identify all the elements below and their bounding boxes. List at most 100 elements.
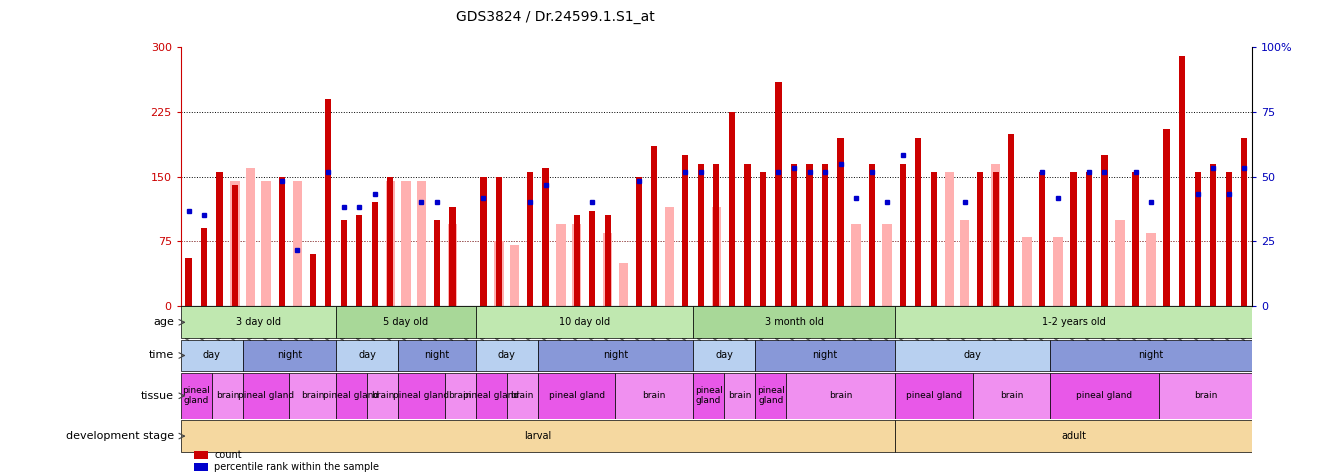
Bar [869, 164, 874, 306]
Bar [759, 172, 766, 306]
Bar [495, 177, 502, 306]
FancyBboxPatch shape [972, 373, 1050, 419]
Bar [372, 202, 378, 306]
Bar [619, 263, 628, 306]
Text: brain: brain [643, 392, 665, 400]
FancyBboxPatch shape [694, 306, 894, 338]
Bar [605, 215, 611, 306]
FancyBboxPatch shape [445, 373, 475, 419]
Bar [1022, 237, 1031, 306]
Text: night: night [1138, 350, 1164, 361]
FancyBboxPatch shape [475, 306, 694, 338]
Bar [573, 215, 580, 306]
Bar [728, 112, 735, 306]
FancyBboxPatch shape [894, 339, 1050, 372]
Text: 1-2 years old: 1-2 years old [1042, 317, 1105, 328]
Text: brain: brain [1000, 392, 1023, 400]
Bar [325, 99, 331, 306]
Text: night: night [603, 350, 628, 361]
Bar [991, 164, 1000, 306]
Bar [1102, 155, 1107, 306]
Bar [992, 172, 999, 306]
Bar [1008, 134, 1015, 306]
Bar [542, 168, 549, 306]
Text: day: day [498, 350, 516, 361]
Bar [1115, 219, 1125, 306]
Text: brain: brain [371, 392, 394, 400]
FancyBboxPatch shape [538, 339, 694, 372]
Text: time: time [149, 350, 174, 361]
Bar [712, 207, 720, 306]
Bar [201, 228, 208, 306]
Bar [822, 164, 828, 306]
FancyBboxPatch shape [181, 339, 242, 372]
Bar [744, 164, 751, 306]
Text: brain: brain [301, 392, 324, 400]
FancyBboxPatch shape [367, 373, 398, 419]
Text: 3 month old: 3 month old [765, 317, 823, 328]
Text: day: day [964, 350, 981, 361]
Bar [915, 138, 921, 306]
Text: day: day [204, 350, 221, 361]
Bar [232, 185, 238, 306]
Text: 3 day old: 3 day old [236, 317, 281, 328]
Bar [387, 177, 394, 306]
FancyBboxPatch shape [289, 373, 336, 419]
FancyBboxPatch shape [616, 373, 694, 419]
Bar [279, 177, 285, 306]
Bar [882, 224, 892, 306]
Text: brain: brain [449, 392, 471, 400]
Bar [402, 181, 411, 306]
Text: brain: brain [216, 392, 240, 400]
FancyBboxPatch shape [336, 339, 398, 372]
Text: percentile rank within the sample: percentile rank within the sample [214, 462, 379, 472]
Bar [900, 164, 905, 306]
Bar [309, 254, 316, 306]
FancyBboxPatch shape [181, 373, 212, 419]
Bar [806, 164, 813, 306]
Bar [1133, 172, 1138, 306]
Bar [714, 164, 719, 306]
Bar [698, 164, 704, 306]
FancyBboxPatch shape [694, 339, 755, 372]
Bar [450, 207, 455, 306]
Bar [447, 224, 457, 306]
FancyBboxPatch shape [894, 420, 1252, 452]
Bar [636, 177, 641, 306]
Bar [481, 177, 486, 306]
FancyBboxPatch shape [755, 373, 786, 419]
Bar [1054, 237, 1063, 306]
Bar [665, 207, 675, 306]
Text: brain: brain [829, 392, 852, 400]
FancyBboxPatch shape [475, 373, 506, 419]
Text: GDS3824 / Dr.24599.1.S1_at: GDS3824 / Dr.24599.1.S1_at [457, 9, 655, 24]
Bar [1070, 172, 1077, 306]
Bar [944, 172, 953, 306]
Text: 5 day old: 5 day old [383, 317, 428, 328]
Bar [356, 215, 363, 306]
FancyBboxPatch shape [724, 373, 755, 419]
Bar [494, 241, 503, 306]
FancyBboxPatch shape [1050, 339, 1252, 372]
Text: brain: brain [510, 392, 534, 400]
Text: pineal
gland: pineal gland [182, 386, 210, 405]
Text: day: day [715, 350, 732, 361]
Bar [931, 172, 937, 306]
Text: 10 day old: 10 day old [558, 317, 611, 328]
Bar [557, 224, 566, 306]
FancyBboxPatch shape [398, 339, 475, 372]
Bar [1146, 233, 1156, 306]
FancyBboxPatch shape [181, 306, 336, 338]
Text: age: age [153, 317, 174, 328]
FancyBboxPatch shape [212, 373, 242, 419]
Text: brain: brain [728, 392, 751, 400]
Text: night: night [424, 350, 450, 361]
Text: count: count [214, 450, 242, 460]
Text: pineal gland: pineal gland [549, 392, 605, 400]
Bar [1194, 172, 1201, 306]
Bar [1225, 172, 1232, 306]
Text: pineal
gland: pineal gland [757, 386, 785, 405]
Text: pineal gland: pineal gland [324, 392, 379, 400]
Text: day: day [358, 350, 376, 361]
Text: pineal gland: pineal gland [1077, 392, 1133, 400]
